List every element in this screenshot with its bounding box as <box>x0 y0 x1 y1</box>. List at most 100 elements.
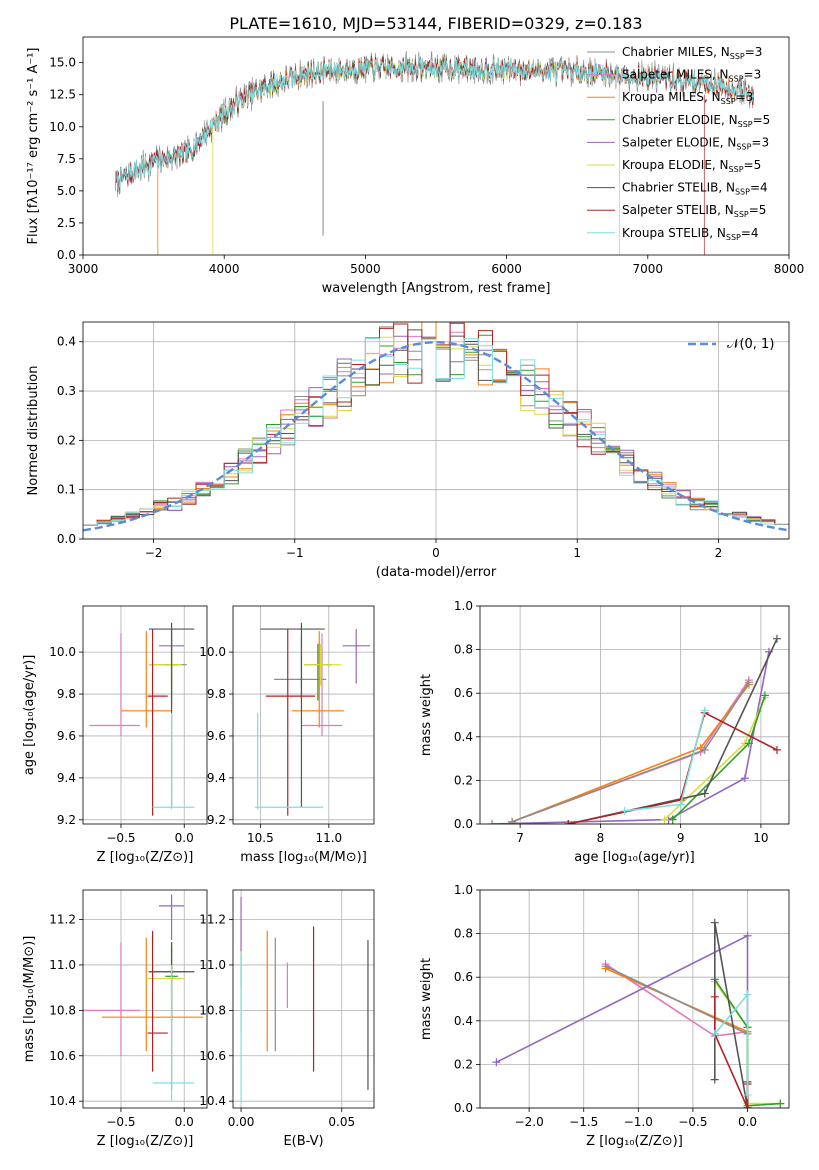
axes-frame <box>232 889 375 1109</box>
y-tick-label: 0.4 <box>454 1014 473 1028</box>
y-tick-label: 10.4 <box>199 1094 226 1108</box>
mass-weight-marker <box>776 1099 785 1108</box>
x-tick-label: 8000 <box>774 262 805 276</box>
y-tick-label: 9.4 <box>57 771 76 785</box>
x-tick-label: −0.5 <box>106 1115 135 1129</box>
y-tick-label: 9.2 <box>207 813 226 827</box>
y-axis-label: Flux [fλ10⁻¹⁷ erg cm⁻² s⁻¹ A⁻¹] <box>26 48 41 245</box>
plot-area <box>488 634 781 824</box>
x-tick-label: −1.5 <box>569 1115 598 1129</box>
y-tick-label: 0.6 <box>454 686 473 700</box>
y-tick-label: 0.0 <box>57 532 76 546</box>
mass-weight-marker <box>710 918 719 927</box>
y-tick-label: 1.0 <box>454 599 473 613</box>
y-tick-label: 0.0 <box>454 1101 473 1115</box>
y-axis-label: mass [log₁₀(M/M⊙)] <box>22 936 37 1063</box>
y-tick-label: 10.0 <box>49 645 76 659</box>
x-tick-label: 0.00 <box>228 1115 255 1129</box>
plot-age_mw: 7 8 9 10 0.0 0.2 0.4 0.6 0.8 1.0 age [log₁₀(age/yr… <box>419 599 790 865</box>
y-tick-label: 0.0 <box>57 248 76 262</box>
x-tick-label: 7000 <box>633 262 664 276</box>
x-tick-label: −0.5 <box>678 1115 707 1129</box>
y-tick-label: 0.3 <box>57 384 76 398</box>
x-tick-label: 8 <box>597 831 605 845</box>
y-axis-label: Normed distribution <box>26 366 41 496</box>
y-tick-label: 9.2 <box>57 813 76 827</box>
plot-area <box>89 622 195 816</box>
x-axis-label: Z [log₁₀(Z/Z⊙)] <box>97 1134 194 1149</box>
x-tick-label: 10 <box>753 831 768 845</box>
plot-z_mw: −2.0 −1.5 −1.0 −0.5 0.0 0.0 0.2 0.4 0.6 0.8 1.0 Z [… <box>419 883 790 1149</box>
axes-frame <box>82 889 208 1109</box>
x-tick-label: −1 <box>286 546 304 560</box>
legend-label: Salpeter ELODIE, NSSP=3 <box>622 135 769 151</box>
mass-weight-marker <box>601 962 610 971</box>
legend-label: Kroupa MILES, NSSP=3 <box>622 90 753 106</box>
mass-weight-marker <box>743 1104 752 1108</box>
mass-weight-marker <box>760 691 769 700</box>
x-tick-label: 4000 <box>209 262 240 276</box>
x-tick-label: −2.0 <box>515 1115 544 1129</box>
y-tick-label: 11.2 <box>199 913 226 927</box>
legend-label: Salpeter MILES, NSSP=3 <box>622 68 761 84</box>
x-tick-label: 0.05 <box>328 1115 355 1129</box>
x-tick-label: 1 <box>573 546 581 560</box>
mass-weight-line <box>496 934 749 1108</box>
x-tick-label: 3000 <box>68 262 99 276</box>
x-tick-label: 0 <box>432 546 440 560</box>
y-tick-label: 10.0 <box>49 120 76 134</box>
plot-z_age: −0.5 0.0 9.2 9.4 9.6 9.8 10.0 Z [log₁₀(Z/Z⊙)] ag… <box>22 605 208 865</box>
grid <box>83 606 207 824</box>
normal-curve <box>83 340 789 532</box>
grid <box>480 889 789 1109</box>
y-tick-label: 15.0 <box>49 56 76 70</box>
mass-weight-marker <box>710 992 719 1001</box>
mass-weight-marker <box>508 817 517 824</box>
y-tick-label: 7.5 <box>57 152 76 166</box>
plot-mass_age: 10.5 11.0 9.2 9.4 9.6 9.8 10.0 mass [log₁₀(M/M⊙… <box>199 605 375 865</box>
mass-weight-marker <box>744 678 753 687</box>
legend-label: Kroupa STELIB, NSSP=4 <box>622 226 759 242</box>
mass-weight-marker <box>772 634 781 643</box>
plot-area <box>254 622 370 816</box>
y-tick-label: 0.1 <box>57 483 76 497</box>
mass-weight-line <box>568 711 778 824</box>
x-tick-label: 10.5 <box>247 831 274 845</box>
x-tick-label: −0.5 <box>106 831 135 845</box>
axes-frame <box>82 321 790 540</box>
y-tick-label: 10.8 <box>49 1003 76 1017</box>
grid <box>83 890 207 1108</box>
x-tick-label: 9 <box>677 831 685 845</box>
x-axis-label: E(B-V) <box>283 1134 323 1149</box>
spectrum-line <box>115 56 755 190</box>
x-tick-label: −1.0 <box>624 1115 653 1129</box>
y-tick-label: 10.0 <box>199 645 226 659</box>
plot-hist: −2 −1 0 1 2 0.0 0.1 0.2 0.3 0.4 (data-model)/error… <box>26 321 790 580</box>
plot-area <box>83 894 204 1102</box>
y-tick-label: 10.6 <box>199 1049 226 1063</box>
grid <box>480 605 789 825</box>
mass-weight-marker <box>488 820 497 824</box>
mass-weight-marker <box>710 1029 719 1038</box>
mass-weight-marker <box>743 1090 752 1099</box>
y-tick-label: 1.0 <box>454 883 473 897</box>
y-tick-label: 0.2 <box>454 1057 473 1071</box>
x-axis-label: (data-model)/error <box>376 565 497 580</box>
y-tick-label: 12.5 <box>49 88 76 102</box>
y-tick-label: 11.2 <box>49 913 76 927</box>
x-axis-label: wavelength [Angstrom, rest frame] <box>322 281 551 296</box>
mass-weight-line <box>568 638 778 824</box>
y-axis-label: age [log₁₀(age/yr)] <box>22 655 37 776</box>
x-tick-label: 0.0 <box>175 831 194 845</box>
x-axis-label: mass [log₁₀(M/M⊙)] <box>240 850 367 865</box>
mass-weight-marker <box>660 815 669 824</box>
y-tick-label: 9.4 <box>207 771 226 785</box>
axes-frame <box>82 36 790 256</box>
x-axis-label: Z [log₁₀(Z/Z⊙)] <box>586 1134 683 1149</box>
plot-ebv_mass: 0.00 0.05 10.4 10.6 10.8 11.0 11.2 E(B-V) <box>199 889 375 1149</box>
y-tick-label: 0.2 <box>454 773 473 787</box>
figure-title: PLATE=1610, MJD=53144, FIBERID=0329, z=0… <box>229 14 642 33</box>
y-tick-label: 10.6 <box>49 1049 76 1063</box>
mass-weight-line <box>511 684 750 823</box>
